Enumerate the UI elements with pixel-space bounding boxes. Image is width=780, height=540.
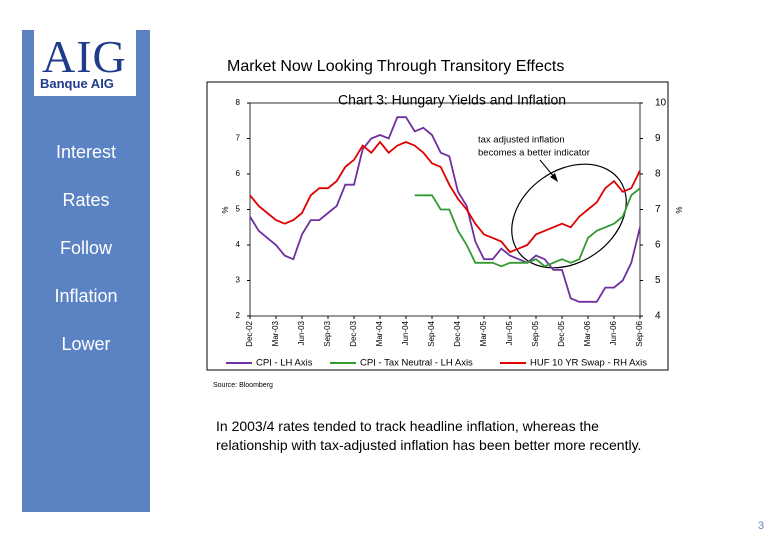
x-tick-label: Sep-05 (531, 320, 540, 346)
annotation: becomes a better indicator (478, 148, 590, 159)
x-tick-label: Mar-06 (583, 320, 592, 346)
series-line (249, 116, 641, 303)
x-tick-label: Sep-06 (635, 320, 644, 346)
y2-tick-label: 9 (655, 133, 661, 144)
slide-title: Market Now Looking Through Transitory Ef… (227, 58, 565, 75)
chart-frame (206, 81, 669, 371)
y-tick-label: 2 (236, 311, 241, 320)
y2-tick-label: 6 (655, 240, 661, 251)
x-tick-label: Mar-05 (479, 320, 488, 346)
x-tick-label: Dec-05 (557, 320, 566, 346)
x-tick-label: Mar-03 (271, 320, 280, 346)
x-tick-label: Sep-04 (427, 320, 436, 346)
x-tick-label: Sep-03 (323, 320, 332, 346)
y-tick-label: 7 (236, 134, 241, 143)
series-line (414, 187, 641, 268)
legend-label: HUF 10 YR Swap - RH Axis (530, 358, 647, 369)
sidebar-word: Interest (55, 142, 117, 162)
body-text: relationship with tax-adjusted inflation… (216, 437, 642, 453)
legend-label: CPI - Tax Neutral - LH Axis (360, 358, 473, 369)
y-tick-label: 3 (236, 276, 241, 285)
y-tick-label: 5 (236, 205, 241, 214)
arrow-head (550, 173, 558, 182)
series-line (249, 140, 641, 254)
sidebar-word: Follow (59, 238, 112, 258)
source: Source: Bloomberg (213, 382, 273, 389)
x-tick-label: Dec-04 (453, 320, 462, 346)
y-axis-label: % (220, 206, 229, 213)
y2-axis-label: % (674, 206, 683, 213)
sidebar-word: Rates (62, 190, 110, 210)
sidebar-word: Inflation (54, 286, 118, 306)
legend-label: CPI - LH Axis (256, 358, 313, 369)
y-tick-label: 8 (236, 98, 241, 107)
x-tick-label: Jun-05 (505, 320, 514, 345)
logo: AIG Banque AIG (34, 30, 136, 96)
highlight-ellipse (511, 163, 627, 269)
logo-subtitle: Banque AIG (40, 76, 114, 91)
body-text: In 2003/4 rates tended to track headline… (216, 418, 599, 434)
annotation: tax adjusted inflation (478, 135, 565, 146)
x-tick-label: Jun-06 (609, 320, 618, 345)
y2-tick-label: 5 (655, 275, 661, 286)
page-number: 3 (758, 520, 765, 532)
sidebar-word: Lower (61, 334, 111, 354)
y2-tick-label: 7 (655, 204, 661, 215)
x-tick-label: Mar-04 (375, 320, 384, 346)
x-tick-label: Dec-03 (349, 320, 358, 346)
logo-text: AIG (42, 31, 127, 82)
x-tick-label: Dec-02 (245, 320, 254, 346)
chart-title: Chart 3: Hungary Yields and Inflation (338, 92, 566, 108)
x-tick-label: Jun-03 (297, 320, 306, 345)
y-tick-label: 6 (236, 169, 241, 178)
sidebar (22, 30, 150, 512)
y2-tick-label: 4 (655, 311, 661, 322)
y-tick-label: 4 (236, 240, 241, 249)
y2-tick-label: 8 (655, 169, 661, 180)
y2-tick-label: 10 (655, 98, 667, 109)
x-tick-label: Jun-04 (401, 320, 410, 345)
